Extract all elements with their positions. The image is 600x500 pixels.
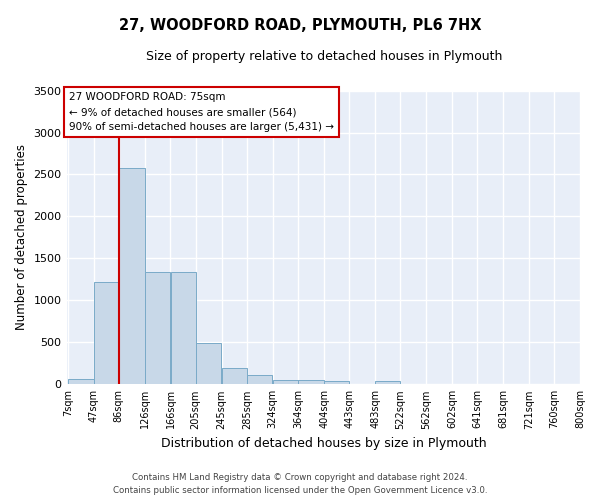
Text: 27, WOODFORD ROAD, PLYMOUTH, PL6 7HX: 27, WOODFORD ROAD, PLYMOUTH, PL6 7HX	[119, 18, 481, 32]
Bar	[325, 381, 349, 384]
Bar	[68, 380, 94, 384]
Title: Size of property relative to detached houses in Plymouth: Size of property relative to detached ho…	[146, 50, 502, 63]
X-axis label: Distribution of detached houses by size in Plymouth: Distribution of detached houses by size …	[161, 437, 487, 450]
Bar	[376, 382, 400, 384]
Bar	[247, 376, 272, 384]
Text: 27 WOODFORD ROAD: 75sqm
← 9% of detached houses are smaller (564)
90% of semi-de: 27 WOODFORD ROAD: 75sqm ← 9% of detached…	[69, 92, 334, 132]
Bar	[170, 272, 196, 384]
Y-axis label: Number of detached properties: Number of detached properties	[15, 144, 28, 330]
Text: Contains HM Land Registry data © Crown copyright and database right 2024.
Contai: Contains HM Land Registry data © Crown c…	[113, 474, 487, 495]
Bar	[145, 272, 170, 384]
Bar	[272, 380, 298, 384]
Bar	[119, 168, 145, 384]
Bar	[94, 282, 119, 384]
Bar	[298, 380, 324, 384]
Bar	[196, 343, 221, 384]
Bar	[221, 368, 247, 384]
